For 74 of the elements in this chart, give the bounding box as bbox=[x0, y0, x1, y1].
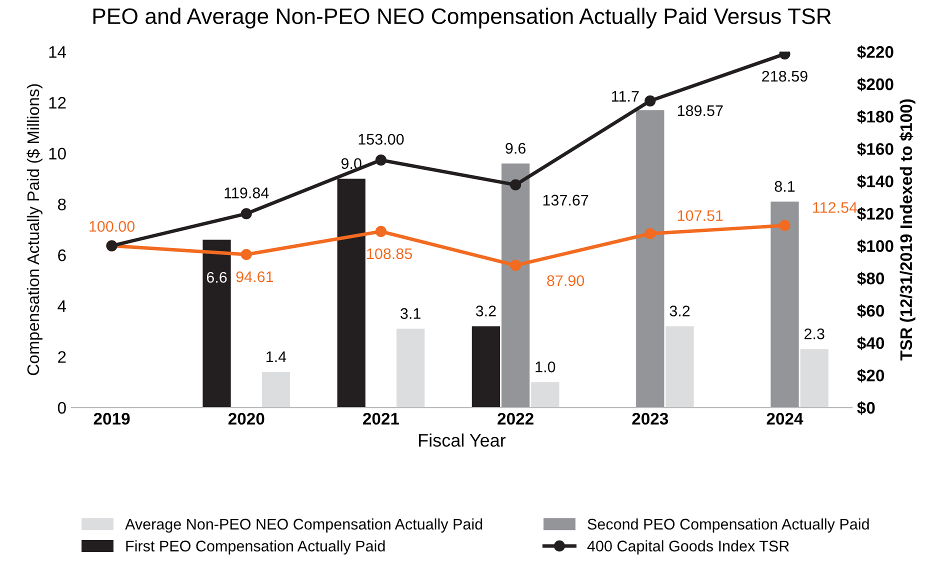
point bbox=[779, 220, 790, 232]
x-tick-label: 2021 bbox=[363, 412, 400, 425]
y-axis-title: Compensation Actually Paid ($ Millions) bbox=[26, 84, 42, 376]
y2-axis-title: TSR (12/31/2019 Indexed to $100) bbox=[900, 99, 916, 360]
y-tick-label: 8 bbox=[58, 198, 66, 210]
bar bbox=[262, 372, 290, 408]
bar bbox=[666, 326, 694, 408]
data-label: 107.51 bbox=[678, 210, 723, 222]
data-label: 119.84 bbox=[224, 188, 269, 198]
y2-tick-label: $200 bbox=[857, 78, 894, 92]
legend-label: Second PEO Compensation Actually Paid bbox=[588, 518, 869, 533]
x-axis-title: Fiscal Year bbox=[419, 433, 506, 447]
data-label: 112.54 bbox=[813, 202, 858, 213]
data-label: 137.67 bbox=[543, 194, 588, 206]
data-label: 1.4 bbox=[266, 352, 286, 362]
data-label: 1.0 bbox=[536, 362, 556, 372]
y2-tick-label: $140 bbox=[857, 174, 894, 188]
bar bbox=[501, 164, 530, 408]
point bbox=[510, 260, 522, 271]
data-label: 9.6 bbox=[506, 142, 526, 154]
point bbox=[375, 226, 387, 238]
bar bbox=[202, 240, 231, 408]
data-label: 87.90 bbox=[547, 275, 584, 286]
point bbox=[240, 208, 252, 220]
x-tick-label: 2022 bbox=[498, 412, 534, 425]
bar bbox=[636, 110, 664, 408]
point bbox=[240, 248, 252, 260]
y2-tick-label: $160 bbox=[857, 142, 894, 156]
data-label: 153.00 bbox=[358, 134, 404, 145]
y-tick-label: 2 bbox=[58, 351, 66, 363]
data-label: 189.57 bbox=[678, 105, 723, 116]
legend-label: Average Non-PEO NEO Compensation Actually Paid bbox=[125, 518, 482, 533]
y-tick-label: 10 bbox=[49, 148, 66, 160]
data-label: 3.2 bbox=[670, 306, 690, 316]
x-tick-label: 2019 bbox=[94, 412, 130, 425]
x-tick-label: 2024 bbox=[766, 412, 804, 425]
point bbox=[644, 228, 656, 240]
data-label: 94.61 bbox=[236, 271, 274, 282]
y2-tick-label: $180 bbox=[857, 110, 894, 124]
bar bbox=[472, 326, 500, 408]
point bbox=[375, 154, 387, 166]
data-label: 6.6 bbox=[206, 272, 227, 283]
chart-title: PEO and Average Non-PEO NEO Compensation Actually Paid Versus TSR bbox=[93, 8, 831, 28]
y2-tick-label: $80 bbox=[857, 272, 884, 286]
point bbox=[644, 95, 656, 106]
legend-label: First PEO Compensation Actually Paid bbox=[126, 540, 385, 555]
x-tick-label: 2020 bbox=[228, 412, 264, 425]
y2-tick-label: $60 bbox=[857, 304, 884, 318]
bar bbox=[396, 328, 425, 408]
y2-tick-label: $40 bbox=[857, 336, 884, 350]
data-label: 100.00 bbox=[90, 221, 135, 232]
y-tick-label: 12 bbox=[49, 96, 66, 109]
point bbox=[510, 179, 522, 190]
legend-label: 400 Capital Goods Index TSR bbox=[587, 540, 789, 555]
y2-tick-label: $220 bbox=[857, 45, 894, 59]
y-tick-label: 6 bbox=[58, 249, 66, 262]
y-tick-label: 4 bbox=[58, 300, 66, 312]
y2-tick-label: $120 bbox=[857, 207, 894, 221]
y-tick-label: 0 bbox=[58, 402, 66, 414]
data-label: 218.59 bbox=[762, 70, 808, 82]
y-tick-label: 14 bbox=[49, 46, 66, 58]
data-label: 2.3 bbox=[804, 328, 824, 340]
y2-tick-label: $100 bbox=[857, 239, 894, 254]
data-label: 8.1 bbox=[774, 181, 795, 192]
x-tick-label: 2023 bbox=[632, 412, 668, 425]
y2-tick-label: $0 bbox=[857, 401, 875, 415]
data-label: 108.85 bbox=[367, 248, 412, 260]
data-label: 11.7 bbox=[612, 91, 639, 102]
bar bbox=[531, 382, 560, 408]
data-label: 3.1 bbox=[400, 308, 420, 319]
bar bbox=[800, 349, 828, 408]
bar bbox=[770, 202, 799, 408]
y2-tick-label: $20 bbox=[857, 368, 884, 382]
data-label: 3.2 bbox=[476, 306, 496, 316]
